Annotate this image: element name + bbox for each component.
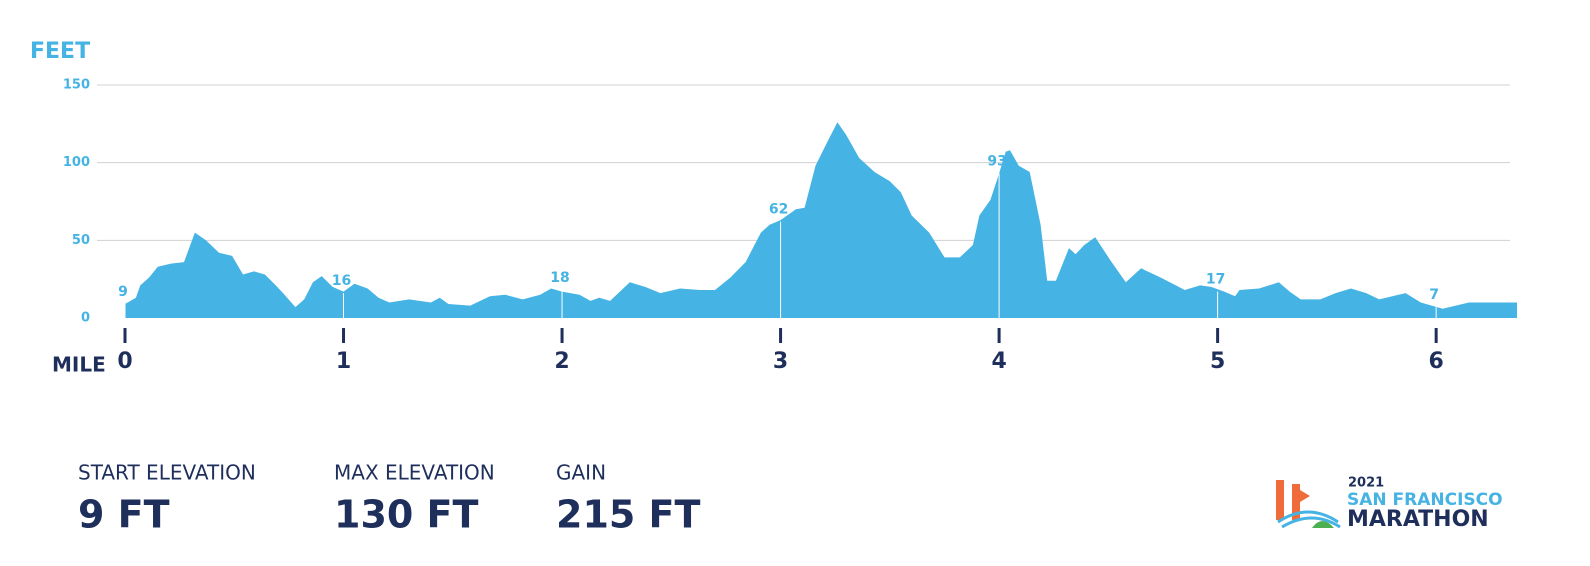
x-tick-label: 0 — [117, 349, 132, 374]
stat-value: 9 FT — [78, 493, 170, 537]
logo-flag — [1300, 490, 1310, 502]
logo-wave — [1277, 510, 1339, 524]
y-axis-label: FEET — [30, 39, 90, 64]
marker-label: 18 — [550, 270, 569, 286]
stat-value: 215 FT — [556, 493, 701, 537]
y-tick-label: 0 — [81, 311, 90, 326]
x-tick-label: 2 — [554, 349, 569, 374]
logo-tower — [1292, 484, 1300, 520]
x-tick-label: 5 — [1210, 349, 1225, 374]
marker-label: 7 — [1429, 287, 1439, 303]
logo-year: 2021 — [1348, 476, 1384, 491]
logo: 2021 SAN FRANCISCO MARATHON — [1276, 476, 1503, 532]
x-tick-label: 1 — [336, 349, 351, 374]
x-tick-label: 4 — [991, 349, 1006, 374]
marker-label: 16 — [332, 273, 351, 289]
logo-hill — [1312, 521, 1334, 528]
y-tick-label: 50 — [72, 233, 90, 248]
stat-label: GAIN — [556, 461, 606, 485]
y-tick-label: 100 — [63, 155, 90, 170]
marker-label: 9 — [118, 284, 128, 300]
stat-label: START ELEVATION — [78, 461, 256, 485]
stat-value: 130 FT — [334, 493, 479, 537]
logo-text: MARATHON — [1347, 507, 1489, 532]
x-tick-label: 3 — [773, 349, 788, 374]
y-tick-label: 150 — [63, 78, 90, 93]
x-tick-label: 6 — [1428, 349, 1443, 374]
marker-label: 93 — [987, 154, 1006, 170]
logo-wave — [1281, 516, 1341, 529]
marker-label: 17 — [1206, 272, 1225, 288]
stat-label: MAX ELEVATION — [334, 461, 495, 485]
elevation-area — [125, 122, 1517, 318]
x-axis-label: MILE — [52, 353, 106, 377]
marker-label: 62 — [769, 202, 788, 218]
logo-tower — [1276, 480, 1284, 520]
logo-text: SAN FRANCISCO — [1347, 490, 1503, 510]
